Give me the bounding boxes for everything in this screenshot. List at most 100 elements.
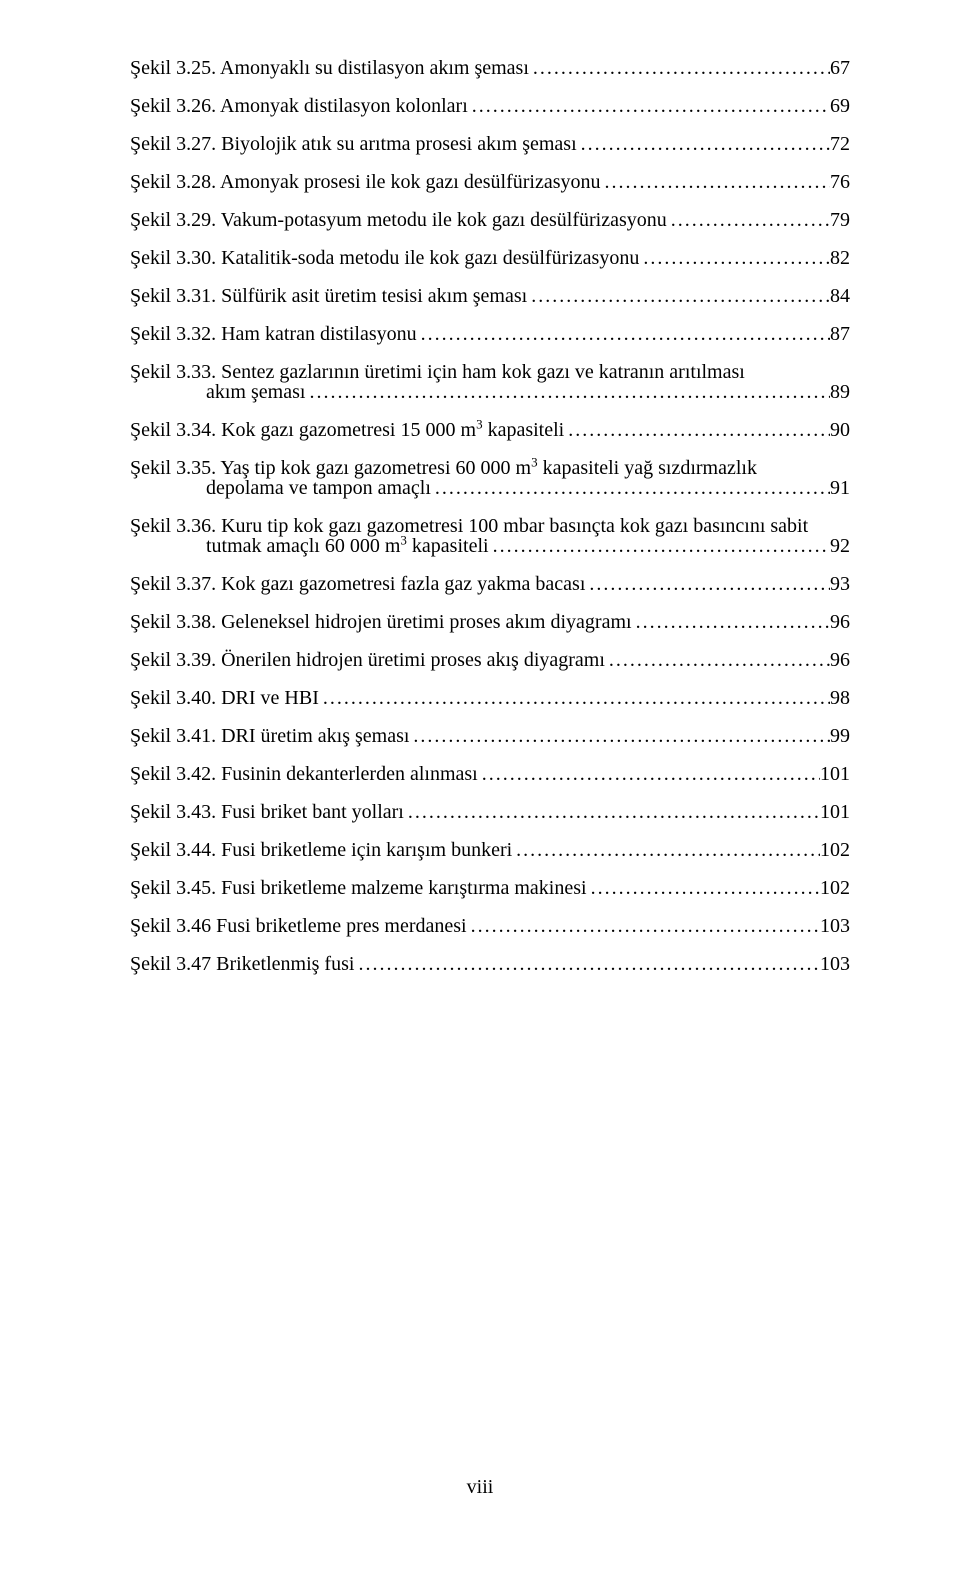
toc-line: akım şeması.............................…: [130, 382, 850, 402]
toc-line: Şekil 3.44. Fusi briketleme için karışım…: [130, 840, 850, 860]
toc-page-number: 67: [830, 58, 850, 78]
page-number: viii: [0, 1477, 960, 1497]
toc-line: Şekil 3.43. Fusi briket bant yolları....…: [130, 802, 850, 822]
toc-line: depolama ve tampon amaçlı...............…: [130, 478, 850, 498]
page: Şekil 3.25. Amonyaklı su distilasyon akı…: [0, 0, 960, 1581]
toc-page-number: 76: [830, 172, 850, 192]
toc-label: Şekil 3.28. Amonyak prosesi ile kok gazı…: [130, 172, 600, 192]
toc-label: Şekil 3.47 Briketlenmiş fusi: [130, 954, 354, 974]
dot-leader: ........................................…: [417, 324, 830, 344]
dot-leader: ........................................…: [564, 420, 830, 440]
dot-leader: ........................................…: [632, 612, 830, 632]
toc-page-number: 101: [820, 764, 850, 784]
toc-page-number: 87: [830, 324, 850, 344]
toc-label: Şekil 3.43. Fusi briket bant yolları: [130, 802, 404, 822]
toc-entry: Şekil 3.28. Amonyak prosesi ile kok gazı…: [130, 172, 850, 192]
dot-leader: ........................................…: [404, 802, 820, 822]
toc-label: Şekil 3.32. Ham katran distilasyonu: [130, 324, 417, 344]
toc-label: Şekil 3.27. Biyolojik atık su arıtma pro…: [130, 134, 577, 154]
toc-label: Şekil 3.45. Fusi briketleme malzeme karı…: [130, 878, 587, 898]
toc-page-number: 79: [830, 210, 850, 230]
toc-label: Şekil 3.25. Amonyaklı su distilasyon akı…: [130, 58, 529, 78]
dot-leader: ........................................…: [468, 96, 830, 116]
dot-leader: ........................................…: [639, 248, 830, 268]
toc-line: tutmak amaçlı 60 000 m3 kapasiteli......…: [130, 536, 850, 556]
dot-leader: ........................................…: [527, 286, 830, 306]
toc-line: Şekil 3.25. Amonyaklı su distilasyon akı…: [130, 58, 850, 78]
toc-line: Şekil 3.35. Yaş tip kok gazı gazometresi…: [130, 458, 850, 478]
toc-entry: Şekil 3.45. Fusi briketleme malzeme karı…: [130, 878, 850, 898]
toc-line: Şekil 3.39. Önerilen hidrojen üretimi pr…: [130, 650, 850, 670]
dot-leader: ........................................…: [667, 210, 830, 230]
toc-page-number: 84: [830, 286, 850, 306]
toc-line: Şekil 3.33. Sentez gazlarının üretimi iç…: [130, 362, 850, 382]
toc-label: akım şeması: [130, 382, 305, 402]
toc-line: Şekil 3.36. Kuru tip kok gazı gazometres…: [130, 516, 850, 536]
toc-entry: Şekil 3.34. Kok gazı gazometresi 15 000 …: [130, 420, 850, 440]
dot-leader: ........................................…: [489, 536, 830, 556]
toc-page-number: 101: [820, 802, 850, 822]
toc-entry: Şekil 3.33. Sentez gazlarının üretimi iç…: [130, 362, 850, 402]
toc-line: Şekil 3.32. Ham katran distilasyonu.....…: [130, 324, 850, 344]
toc-page-number: 93: [830, 574, 850, 594]
toc-entry: Şekil 3.27. Biyolojik atık su arıtma pro…: [130, 134, 850, 154]
toc-label: Şekil 3.37. Kok gazı gazometresi fazla g…: [130, 574, 585, 594]
dot-leader: ........................................…: [319, 688, 830, 708]
toc-line: Şekil 3.42. Fusinin dekanterlerden alınm…: [130, 764, 850, 784]
toc-line: Şekil 3.40. DRI ve HBI..................…: [130, 688, 850, 708]
toc-label: Şekil 3.41. DRI üretim akış şeması: [130, 726, 409, 746]
dot-leader: ........................................…: [529, 58, 830, 78]
dot-leader: ........................................…: [478, 764, 820, 784]
toc-entry: Şekil 3.35. Yaş tip kok gazı gazometresi…: [130, 458, 850, 498]
toc-page-number: 89: [830, 382, 850, 402]
toc-entry: Şekil 3.32. Ham katran distilasyonu.....…: [130, 324, 850, 344]
dot-leader: ........................................…: [587, 878, 820, 898]
toc-line: Şekil 3.41. DRI üretim akış şeması......…: [130, 726, 850, 746]
toc-entry: Şekil 3.47 Briketlenmiş fusi............…: [130, 954, 850, 974]
toc-line: Şekil 3.47 Briketlenmiş fusi............…: [130, 954, 850, 974]
toc-label: Şekil 3.31. Sülfürik asit üretim tesisi …: [130, 286, 527, 306]
toc-label: Şekil 3.36. Kuru tip kok gazı gazometres…: [130, 516, 808, 536]
toc-label: Şekil 3.44. Fusi briketleme için karışım…: [130, 840, 512, 860]
toc-page-number: 82: [830, 248, 850, 268]
toc-page-number: 91: [830, 478, 850, 498]
toc-line: Şekil 3.37. Kok gazı gazometresi fazla g…: [130, 574, 850, 594]
toc-line: Şekil 3.34. Kok gazı gazometresi 15 000 …: [130, 420, 850, 440]
toc-entry: Şekil 3.46 Fusi briketleme pres merdanes…: [130, 916, 850, 936]
toc-line: Şekil 3.29. Vakum-potasyum metodu ile ko…: [130, 210, 850, 230]
toc-label: Şekil 3.33. Sentez gazlarının üretimi iç…: [130, 362, 745, 382]
toc-page-number: 92: [830, 536, 850, 556]
toc-page-number: 99: [830, 726, 850, 746]
toc-line: Şekil 3.30. Katalitik-soda metodu ile ko…: [130, 248, 850, 268]
dot-leader: ........................................…: [305, 382, 830, 402]
toc-line: Şekil 3.28. Amonyak prosesi ile kok gazı…: [130, 172, 850, 192]
toc-entry: Şekil 3.29. Vakum-potasyum metodu ile ko…: [130, 210, 850, 230]
toc-line: Şekil 3.38. Geleneksel hidrojen üretimi …: [130, 612, 850, 632]
toc-page-number: 90: [830, 420, 850, 440]
toc-page-number: 96: [830, 650, 850, 670]
toc-entry: Şekil 3.26. Amonyak distilasyon kolonlar…: [130, 96, 850, 116]
toc-page-number: 103: [820, 916, 850, 936]
toc-label: Şekil 3.38. Geleneksel hidrojen üretimi …: [130, 612, 632, 632]
toc-line: Şekil 3.45. Fusi briketleme malzeme karı…: [130, 878, 850, 898]
dot-leader: ........................................…: [467, 916, 820, 936]
toc-page-number: 102: [820, 840, 850, 860]
toc-label: tutmak amaçlı 60 000 m3 kapasiteli: [130, 536, 489, 556]
toc-label: Şekil 3.46 Fusi briketleme pres merdanes…: [130, 916, 467, 936]
toc-line: Şekil 3.27. Biyolojik atık su arıtma pro…: [130, 134, 850, 154]
toc-page-number: 69: [830, 96, 850, 116]
toc-page-number: 102: [820, 878, 850, 898]
toc-entry: Şekil 3.44. Fusi briketleme için karışım…: [130, 840, 850, 860]
toc-page-number: 103: [820, 954, 850, 974]
toc-label: Şekil 3.35. Yaş tip kok gazı gazometresi…: [130, 458, 757, 478]
dot-leader: ........................................…: [354, 954, 820, 974]
toc-label: Şekil 3.39. Önerilen hidrojen üretimi pr…: [130, 650, 605, 670]
toc-entry: Şekil 3.37. Kok gazı gazometresi fazla g…: [130, 574, 850, 594]
dot-leader: ........................................…: [585, 574, 830, 594]
toc-label: Şekil 3.30. Katalitik-soda metodu ile ko…: [130, 248, 639, 268]
dot-leader: ........................................…: [431, 478, 830, 498]
toc-label: Şekil 3.29. Vakum-potasyum metodu ile ko…: [130, 210, 667, 230]
toc-entry: Şekil 3.42. Fusinin dekanterlerden alınm…: [130, 764, 850, 784]
toc-entry: Şekil 3.39. Önerilen hidrojen üretimi pr…: [130, 650, 850, 670]
toc-label: depolama ve tampon amaçlı: [130, 478, 431, 498]
